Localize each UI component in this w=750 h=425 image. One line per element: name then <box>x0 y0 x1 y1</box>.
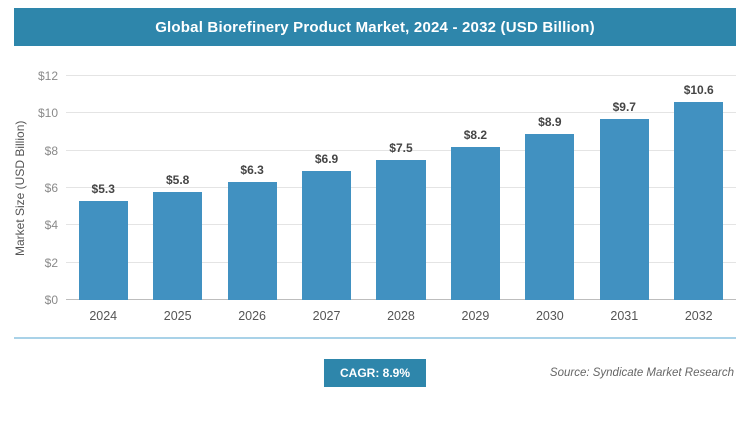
bar-value-label: $7.5 <box>389 141 413 155</box>
bar <box>153 191 203 300</box>
x-tick-label: 2024 <box>89 309 118 323</box>
chart-page: Global Biorefinery Product Market, 2024 … <box>0 8 750 425</box>
x-tick-label: 2030 <box>535 309 564 323</box>
bar-value-label: $5.8 <box>165 172 190 187</box>
y-tick-label: $0 <box>44 293 58 307</box>
bar-value-label: $6.3 <box>240 163 264 178</box>
bar <box>301 171 352 300</box>
x-tick-label: 2029 <box>461 309 490 323</box>
y-axis-ticks: $0 $2 $4 $6 $8 $10 $12 <box>30 69 66 307</box>
bar-group: $6.9 <box>289 76 363 300</box>
y-axis-title: Market Size (USD Billion) <box>13 120 27 256</box>
y-tick-label: $10 <box>37 106 58 121</box>
bar-group: $9.7 <box>587 76 661 300</box>
bar-group: $6.3 <box>215 76 289 300</box>
bar <box>450 146 500 300</box>
x-tick-label: 2031 <box>610 309 639 323</box>
gridline <box>66 149 736 151</box>
bar <box>227 182 277 300</box>
bar-value-label: $8.9 <box>538 114 562 129</box>
x-tick-label: 2026 <box>238 309 266 323</box>
gridline <box>66 75 736 76</box>
bar-group: $5.8 <box>140 76 214 300</box>
x-tick-label: 2025 <box>163 309 192 323</box>
footer-separator <box>14 337 736 339</box>
y-tick-label: $2 <box>44 255 58 270</box>
bar <box>78 201 128 300</box>
bar-group: $10.6 <box>662 76 736 300</box>
y-tick-label: $12 <box>37 69 58 83</box>
plot-area: $5.3 $5.8 $6.3 $6.9 $7.5 $8.2 $8.9 $9.7 $10.6 <box>66 75 736 300</box>
bar-group: $8.9 <box>513 76 587 300</box>
bar <box>674 102 724 300</box>
cagr-badge: CAGR: 8.9% <box>323 359 427 387</box>
plot-column: $5.3 $5.8 $6.3 $6.9 $7.5 $8.2 $8.9 $9.7 $10.6 20… <box>66 75 736 323</box>
bars: $5.3 $5.8 $6.3 $6.9 $7.5 $8.2 $8.9 $9.7 $10.6 <box>66 76 736 300</box>
x-tick-label: 2028 <box>387 309 415 323</box>
x-tick-label: 2032 <box>684 309 713 323</box>
source-attribution: Source: Syndicate Market Research <box>549 367 734 379</box>
bar <box>599 118 649 300</box>
x-tick-label: 2027 <box>312 309 341 323</box>
bar-value-label: $6.9 <box>314 152 339 167</box>
chart-title-banner: Global Biorefinery Product Market, 2024 … <box>14 8 736 46</box>
bar-value-label: $8.2 <box>463 127 488 142</box>
x-axis-labels: 2024 2025 2026 2027 2028 2029 2030 2031 2032 <box>66 309 736 323</box>
bar-value-label: $10.6 <box>683 83 714 98</box>
bar <box>525 133 575 300</box>
gridline <box>66 112 736 114</box>
y-tick-label: $6 <box>44 181 58 195</box>
chart-area: Market Size (USD Billion) $0 $2 $4 $6 $8 $10 $… <box>10 69 736 323</box>
bar-group: $8.2 <box>438 76 512 300</box>
bar <box>376 160 426 300</box>
bar-value-label: $9.7 <box>612 99 636 114</box>
bar-group: $7.5 <box>364 76 438 300</box>
footer: CAGR: 8.9% Source: Syndicate Market Rese… <box>14 359 736 389</box>
y-tick-label: $8 <box>44 143 58 158</box>
bar-group: $5.3 <box>66 76 140 300</box>
y-tick-label: $4 <box>44 218 58 233</box>
chart-title: Global Biorefinery Product Market, 2024 … <box>155 18 595 36</box>
bar-value-label: $5.3 <box>91 182 115 197</box>
